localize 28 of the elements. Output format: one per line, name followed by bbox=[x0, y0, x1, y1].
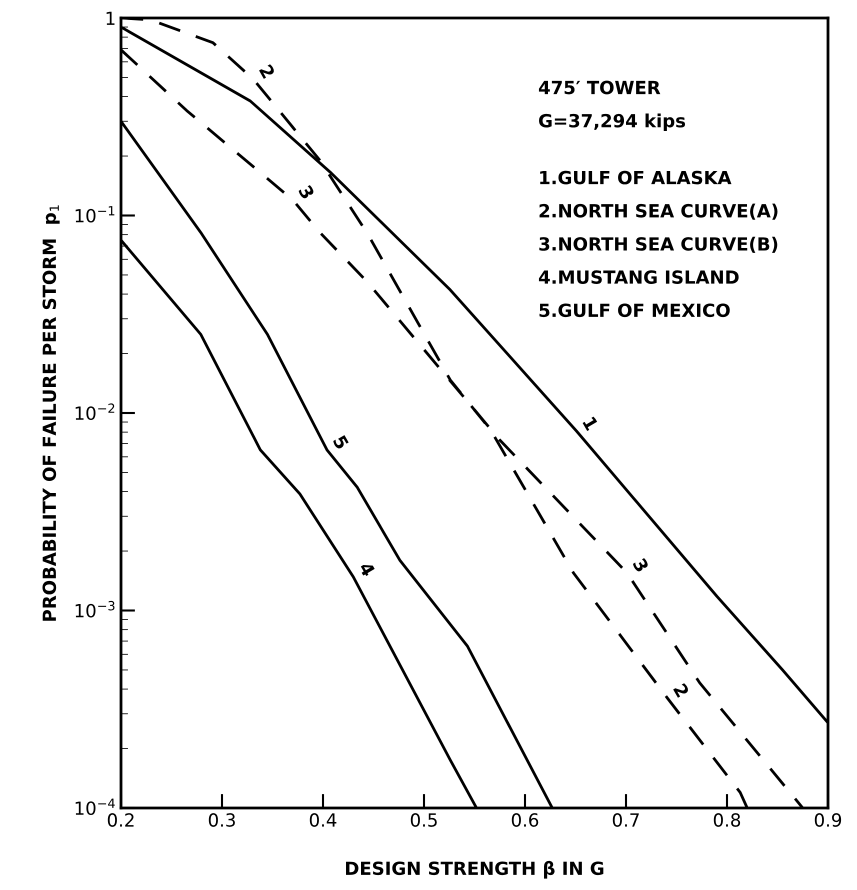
y-tick-label: 10$^{−2}$ bbox=[76, 403, 114, 420]
x-tick-label: 0.8 bbox=[714, 813, 740, 827]
x-tick-label: 0.3 bbox=[208, 813, 235, 827]
y-tick-label: 10$^{−1}$ bbox=[76, 206, 114, 222]
annotation: 3.NORTH SEA CURVE(B) bbox=[539, 236, 778, 253]
annotation: 5 bbox=[332, 434, 350, 450]
y-tick-label: 1 bbox=[106, 12, 114, 25]
x-tick-label: 0.2 bbox=[108, 813, 134, 827]
x-tick-label: 0.4 bbox=[310, 813, 336, 827]
annotation: 475′ TOWER bbox=[538, 80, 660, 94]
x-tick-label: 0.7 bbox=[612, 813, 639, 827]
annotation: 1.GULF OF ALASKA bbox=[540, 170, 732, 184]
x-tick-label: 0.5 bbox=[410, 813, 437, 827]
annotation: 2.NORTH SEA CURVE(A) bbox=[540, 204, 778, 220]
x-tick-label: 0.6 bbox=[512, 813, 538, 827]
annotation: 3 bbox=[632, 557, 650, 573]
annotation: 2 bbox=[673, 682, 690, 698]
annotation: 1 bbox=[582, 416, 599, 431]
y-axis-title: PROBABILITY OF FAILURE PER STORM p$_{1}$ bbox=[42, 205, 60, 621]
annotation: 2 bbox=[259, 64, 276, 79]
annotation: 5.GULF OF MEXICO bbox=[540, 303, 730, 318]
x-axis-title: DESIGN STRENGTH β IN G bbox=[346, 860, 604, 879]
y-tick-label: 10$^{−3}$ bbox=[76, 600, 114, 618]
annotation: 3 bbox=[298, 184, 315, 200]
annotation: 4.MUSTANG ISLAND bbox=[538, 270, 739, 284]
x-tick-label: 0.9 bbox=[814, 813, 842, 827]
annotation: 4 bbox=[358, 561, 376, 578]
annotation: G=37,294 kips bbox=[539, 114, 686, 132]
